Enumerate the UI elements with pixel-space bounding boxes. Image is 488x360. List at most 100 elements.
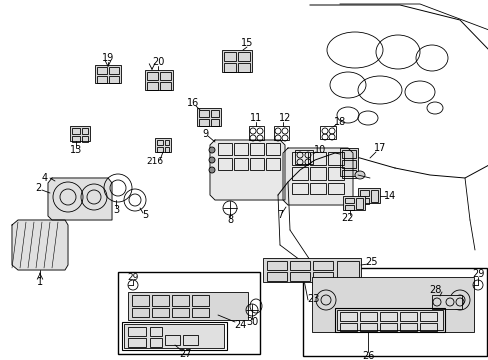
Ellipse shape (208, 167, 215, 173)
Bar (359, 312, 376, 321)
Bar (419, 312, 436, 321)
Bar (339, 312, 356, 321)
Bar (336, 261, 358, 280)
Bar (172, 295, 189, 306)
Bar (289, 261, 309, 270)
Bar (266, 261, 286, 270)
Bar (128, 292, 247, 320)
Bar (164, 147, 169, 152)
Text: 13: 13 (70, 145, 82, 155)
Bar (379, 323, 396, 331)
Bar (345, 198, 353, 203)
Bar (157, 140, 163, 145)
Text: 216: 216 (146, 158, 163, 166)
Bar (234, 143, 247, 155)
Bar (210, 119, 219, 126)
Bar (160, 72, 171, 80)
Bar (359, 323, 376, 331)
Bar (309, 167, 325, 180)
Bar (334, 308, 444, 332)
Text: 29: 29 (127, 274, 139, 283)
Bar (291, 167, 307, 180)
Bar (150, 338, 162, 347)
Ellipse shape (208, 147, 215, 153)
Text: 29: 29 (471, 269, 483, 279)
Bar (183, 335, 198, 345)
Bar (345, 205, 353, 210)
Bar (327, 183, 343, 194)
Text: 4: 4 (42, 173, 48, 183)
Text: 14: 14 (383, 191, 395, 201)
Bar (294, 150, 312, 164)
Bar (199, 119, 208, 126)
Bar (199, 110, 208, 117)
Text: 9: 9 (202, 129, 207, 139)
Ellipse shape (354, 171, 364, 179)
Bar (155, 138, 171, 152)
Bar (210, 110, 219, 117)
Bar (399, 323, 416, 331)
Bar (192, 308, 208, 317)
Bar (109, 76, 119, 83)
Bar (303, 268, 486, 356)
Bar (82, 128, 88, 134)
Text: 22: 22 (341, 213, 353, 223)
Bar (370, 190, 377, 202)
Text: 8: 8 (226, 215, 233, 225)
Bar (164, 140, 169, 145)
Bar (266, 272, 286, 281)
Bar (147, 82, 158, 90)
Text: 11: 11 (249, 113, 262, 123)
Bar (122, 322, 226, 350)
Text: 19: 19 (102, 53, 114, 63)
Text: 2: 2 (35, 183, 41, 193)
Text: 25: 25 (365, 257, 378, 267)
Bar (132, 308, 149, 317)
Text: 15: 15 (240, 38, 253, 48)
Text: 12: 12 (278, 113, 290, 123)
Bar (249, 158, 264, 170)
Bar (164, 335, 180, 345)
Bar (150, 327, 162, 336)
Bar (263, 258, 360, 282)
Polygon shape (283, 148, 352, 205)
Text: 30: 30 (245, 317, 258, 327)
Bar (147, 72, 158, 80)
Bar (224, 63, 236, 72)
Text: 5: 5 (142, 210, 148, 220)
Bar (399, 312, 416, 321)
Bar (197, 108, 221, 126)
Bar (359, 198, 368, 204)
Polygon shape (48, 178, 112, 220)
Bar (128, 338, 146, 347)
Bar (355, 198, 362, 209)
Text: 27: 27 (179, 349, 191, 359)
Bar (342, 196, 364, 210)
Bar (109, 67, 119, 74)
Bar (291, 183, 307, 194)
Bar (312, 272, 332, 281)
Text: 18: 18 (333, 117, 346, 127)
Text: 17: 17 (373, 143, 386, 153)
Bar (339, 323, 356, 331)
Bar (327, 167, 343, 180)
Bar (172, 308, 189, 317)
Bar (249, 143, 264, 155)
Bar (224, 52, 236, 61)
Text: 3: 3 (113, 205, 119, 215)
Bar (132, 295, 149, 306)
Bar (192, 295, 208, 306)
Bar (312, 261, 332, 270)
Bar (128, 327, 146, 336)
Bar (291, 152, 307, 165)
Bar (265, 143, 280, 155)
Bar (145, 70, 173, 90)
Bar (97, 76, 107, 83)
Bar (97, 67, 107, 74)
Polygon shape (209, 140, 285, 200)
Bar (309, 183, 325, 194)
Bar (72, 128, 80, 134)
Bar (319, 126, 335, 139)
Bar (95, 65, 121, 83)
Text: 1: 1 (37, 277, 43, 287)
